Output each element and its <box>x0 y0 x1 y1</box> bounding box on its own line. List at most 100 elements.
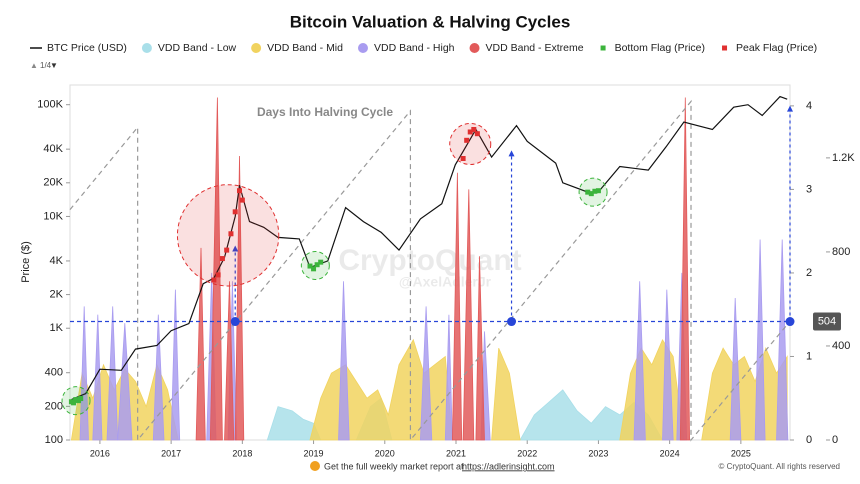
flag-point <box>73 397 79 403</box>
y2-tick-label: 2 <box>806 267 812 279</box>
x-tick-label: 2025 <box>731 448 751 458</box>
y-tick-label: 100K <box>37 99 63 111</box>
vdd-area <box>419 306 433 441</box>
legend-pager[interactable]: 1/4 <box>40 61 52 70</box>
legend-label: Bottom Flag (Price) <box>615 42 705 54</box>
legend-label: Peak Flag (Price) <box>736 42 817 54</box>
pager-down[interactable]: ▼ <box>50 61 58 70</box>
flag-point <box>215 272 221 278</box>
watermark: CryptoQuant <box>338 244 521 277</box>
flag-point <box>471 126 477 132</box>
chart-title: Bitcoin Valuation & Halving Cycles <box>290 12 571 31</box>
vdd-area <box>451 172 463 441</box>
cycle-dot <box>785 317 795 327</box>
legend-label: VDD Band - Mid <box>267 42 343 54</box>
x-tick-label: 2024 <box>660 448 680 458</box>
vdd-area <box>662 289 674 441</box>
x-tick-label: 2023 <box>588 448 608 458</box>
arrow-head <box>232 245 239 252</box>
vdd-area <box>444 314 453 441</box>
flag-point <box>239 197 245 203</box>
legend-symbol <box>251 43 262 53</box>
vdd-area <box>754 239 766 441</box>
vdd-area <box>475 256 485 441</box>
annotation: Days Into Halving Cycle <box>257 105 393 119</box>
legend-symbol <box>141 43 152 53</box>
y-tick-label: 40K <box>43 143 63 155</box>
flag-point <box>307 263 313 269</box>
y3-tick-label: 1.2K <box>832 152 855 164</box>
legend-symbol <box>357 43 368 53</box>
y-tick-label: 10K <box>43 210 63 222</box>
flag-point <box>311 266 317 272</box>
vdd-area <box>491 347 521 441</box>
flag-highlight <box>449 122 492 165</box>
flag-point <box>71 400 77 406</box>
flag-point <box>232 209 238 215</box>
flag-point <box>78 396 84 402</box>
vdd-area <box>462 189 475 441</box>
vdd-area <box>729 297 742 441</box>
footer-link[interactable]: https://adlerinsight.com <box>462 461 555 471</box>
vdd-area <box>106 306 119 441</box>
y3-tick-label: 0 <box>832 434 838 446</box>
y-tick-label: 400 <box>45 367 63 379</box>
pager-up[interactable]: ▲ <box>30 61 38 70</box>
flag-point <box>318 259 324 265</box>
flag-point <box>211 277 217 283</box>
cycle-day-badge <box>813 312 841 331</box>
vdd-area <box>170 289 181 441</box>
y2-tick-label: 0 <box>806 434 812 446</box>
y-tick-label: 2K <box>50 288 64 300</box>
flag-point <box>592 188 598 194</box>
vdd-area <box>234 155 245 441</box>
flag-point <box>224 247 230 253</box>
legend-label: VDD Band - Extreme <box>486 42 584 54</box>
footer-text: Get the full weekly market report at <box>324 461 464 471</box>
legend-item: BTC Price (USD) <box>30 42 127 54</box>
legend-item: VDD Band - Low <box>141 42 237 54</box>
cycle-day-label: 504 <box>818 315 836 327</box>
y-tick-label: 1K <box>50 322 64 334</box>
vdd-area <box>338 281 350 441</box>
x-tick-label: 2017 <box>161 448 181 458</box>
y-tick-label: 200 <box>45 400 63 412</box>
x-tick-label: 2021 <box>446 448 466 458</box>
copyright: © CryptoQuant. All rights reserved <box>719 462 841 471</box>
watermark: @AxelAdlerJr <box>399 274 492 290</box>
x-tick-label: 2016 <box>90 448 110 458</box>
x-tick-label: 2022 <box>517 448 537 458</box>
flag-point <box>595 188 601 194</box>
y-tick-label: 100 <box>45 434 63 446</box>
vdd-area <box>701 346 788 441</box>
legend-item: Peak Flag (Price) <box>722 42 817 54</box>
flag-point <box>464 137 470 143</box>
flag-point <box>228 231 234 237</box>
y-tick-label: 4K <box>50 255 64 267</box>
flag-point <box>314 262 320 268</box>
vdd-area <box>209 97 223 441</box>
y2-tick-label: 1 <box>806 350 812 362</box>
y-tick-label: 20K <box>43 177 63 189</box>
y3-tick-label: 400 <box>832 340 850 352</box>
flag-point <box>219 256 225 262</box>
flag-point <box>236 188 242 194</box>
vdd-area <box>117 323 133 441</box>
flag-point <box>467 129 473 135</box>
vdd-area <box>152 314 165 441</box>
legend-label: VDD Band - Low <box>158 42 237 54</box>
arrow-head <box>508 150 515 157</box>
legend-label: VDD Band - High <box>374 42 455 54</box>
legend-item: Bottom Flag (Price) <box>600 42 705 54</box>
flag-highlight <box>176 184 280 287</box>
legend-label: BTC Price (USD) <box>47 42 127 54</box>
arrow-head <box>787 105 793 112</box>
flag-point <box>474 131 480 137</box>
x-tick-label: 2019 <box>304 448 324 458</box>
legend-item: VDD Band - High <box>357 42 455 54</box>
vdd-area <box>679 97 691 441</box>
cycle-dot <box>230 317 240 327</box>
legend-symbol <box>722 45 728 51</box>
x-tick-label: 2018 <box>232 448 252 458</box>
